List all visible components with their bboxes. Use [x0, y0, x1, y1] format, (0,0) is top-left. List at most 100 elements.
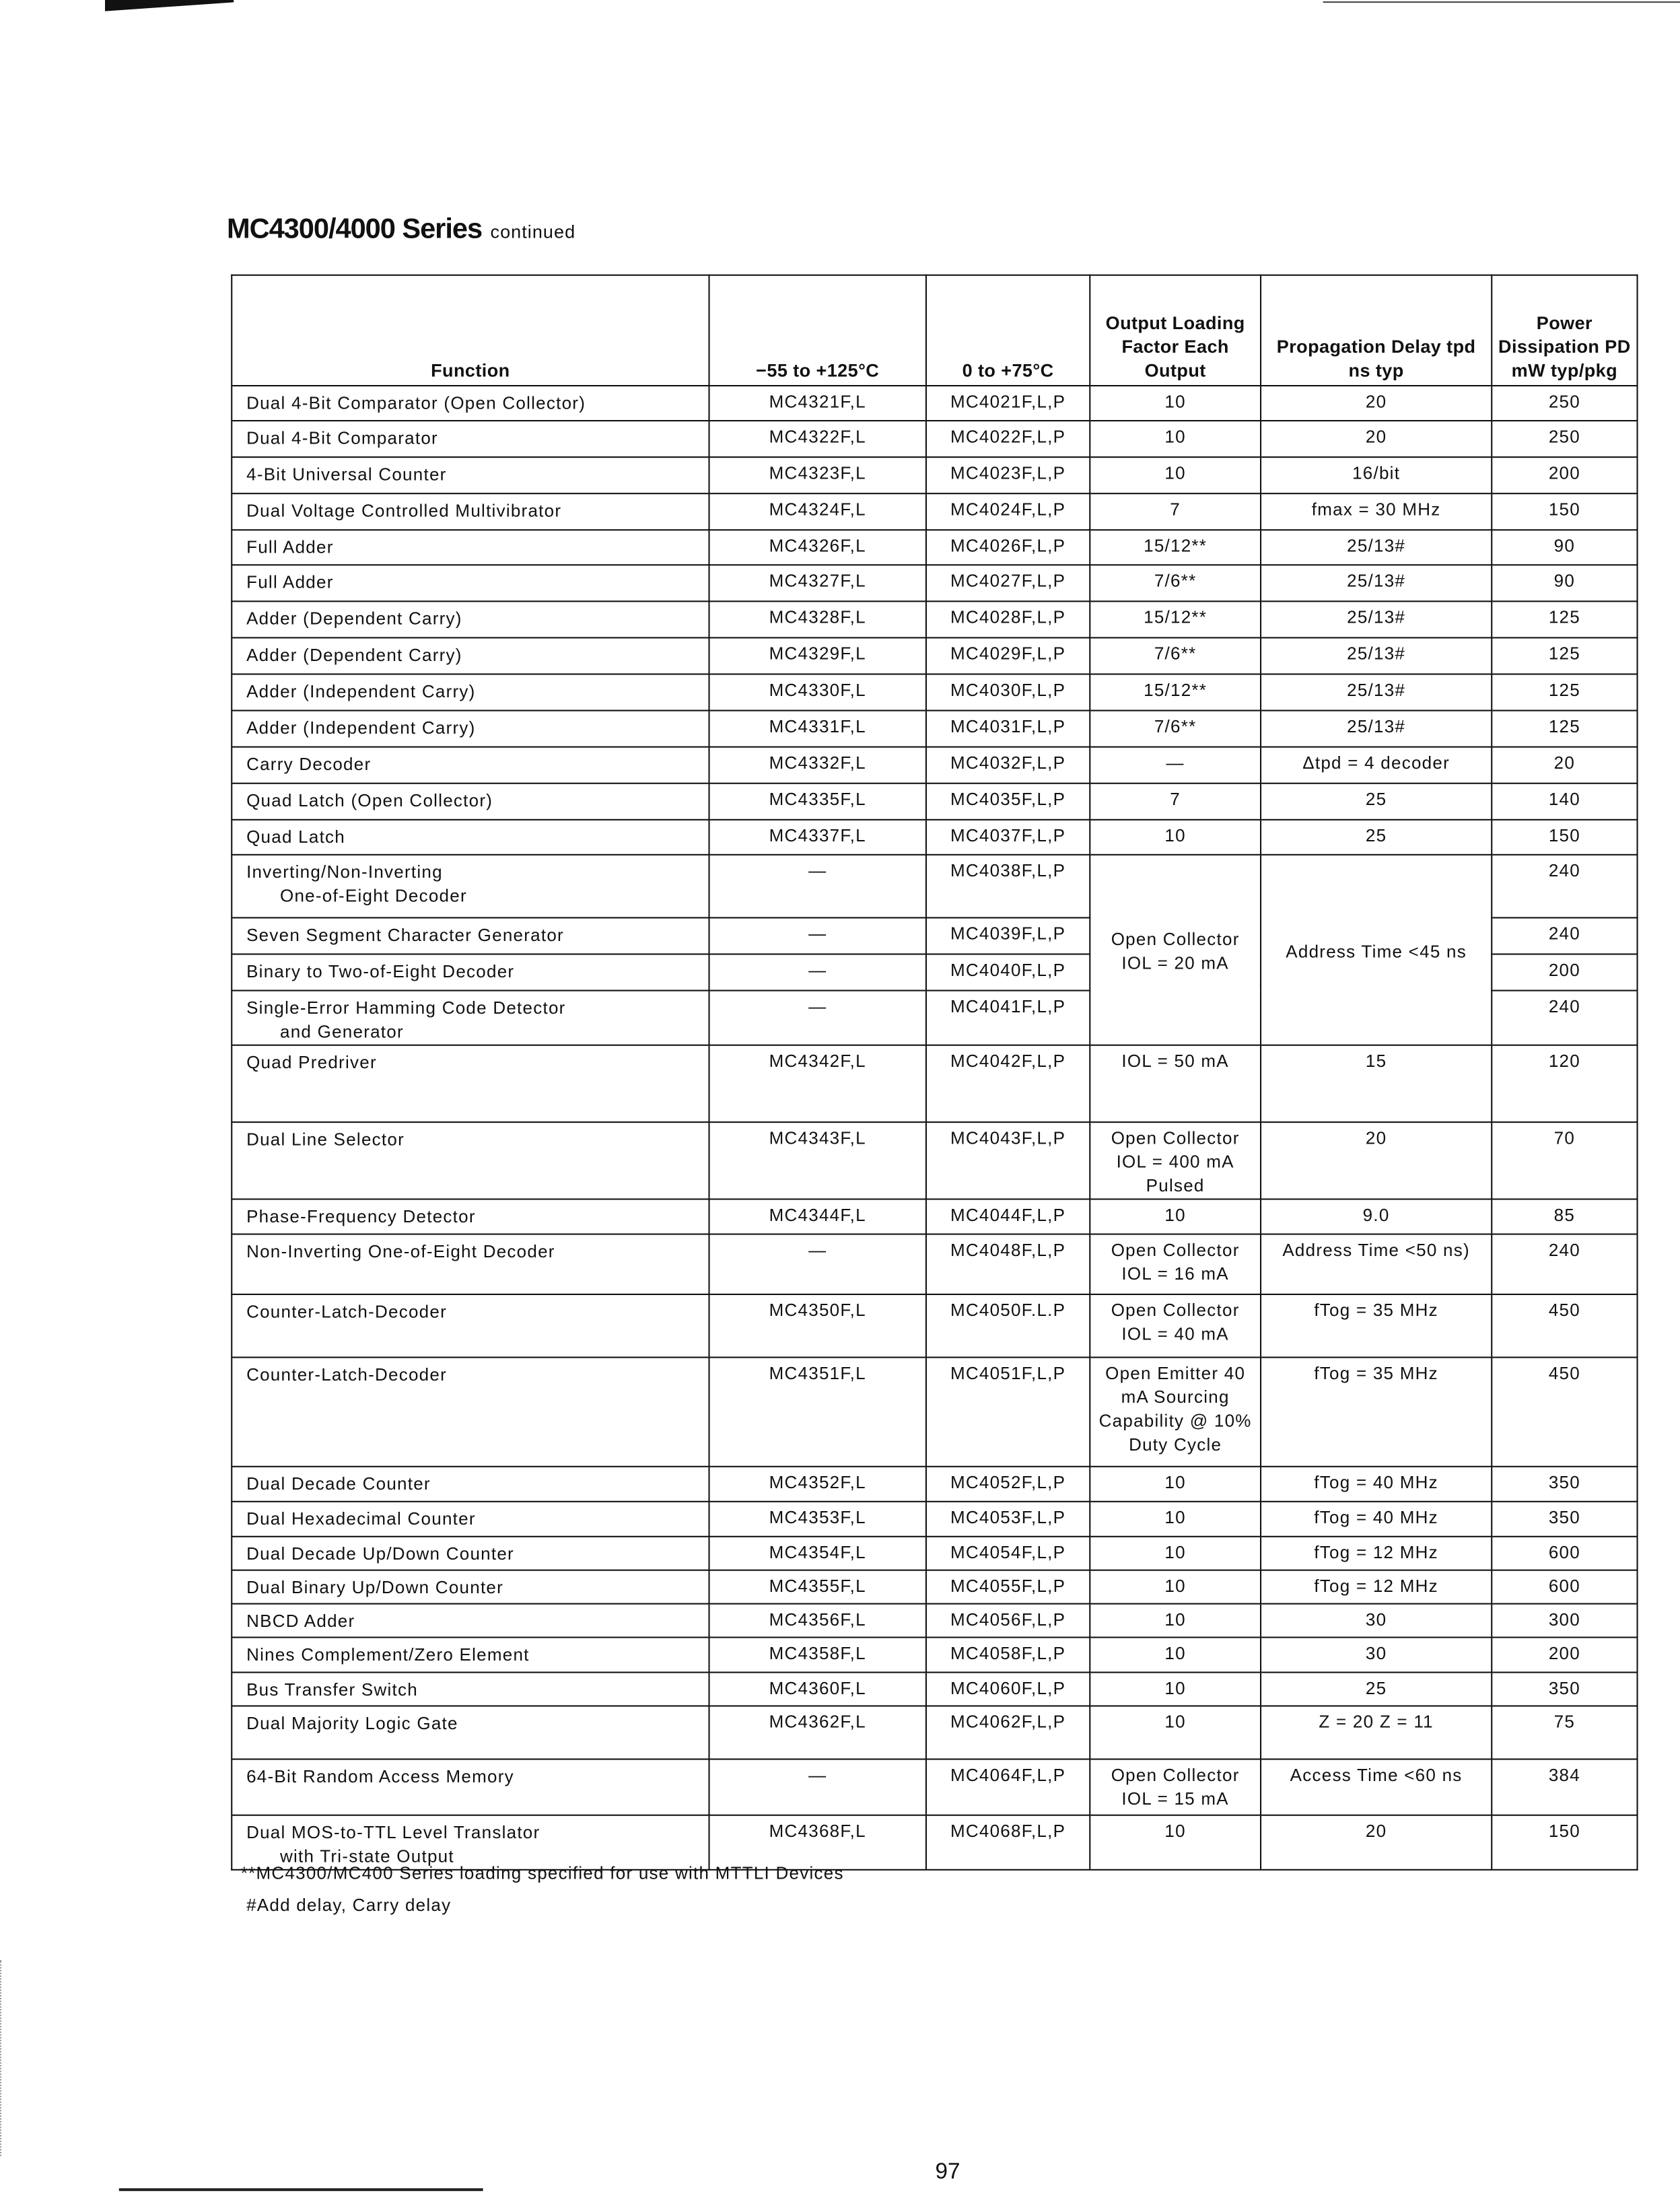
mil-part-cell: MC4358F,L	[708, 1636, 927, 1673]
com-part-cell: MC4039F,L,P	[925, 917, 1091, 955]
propagation-delay-cell: Δtpd = 4 decoder	[1259, 746, 1493, 784]
propagation-delay-cell: 30	[1259, 1636, 1493, 1673]
propagation-delay-cell: Z = 20 Z = 11	[1259, 1705, 1493, 1760]
com-part-cell: MC4041F,L,P	[925, 989, 1091, 1046]
com-part-cell: MC4031F,L,P	[925, 709, 1091, 748]
propagation-delay-cell: 25	[1259, 818, 1493, 856]
table-row: Dual MOS-to-TTL Level Translator with Tri…	[231, 1814, 1638, 1871]
divider	[118, 2188, 483, 2192]
power-dissipation-cell: 200	[1491, 1636, 1638, 1673]
com-part-cell: MC4042F,L,P	[925, 1044, 1091, 1123]
output-loading-cell: Open Collector IOL = 16 mA	[1089, 1233, 1262, 1295]
power-dissipation-cell: 150	[1491, 493, 1638, 531]
mil-part-cell: MC4337F,L	[708, 818, 927, 856]
header-com-temp: 0 to +75°C	[925, 274, 1091, 387]
table-row: Counter-Latch-Decoder MC4351F,L MC4051F,L,…	[231, 1356, 1638, 1467]
com-part-cell: MC4055F,L,P	[925, 1569, 1091, 1605]
power-dissipation-cell: 350	[1491, 1465, 1638, 1502]
propagation-delay-cell: 25	[1259, 782, 1493, 821]
propagation-delay-cell: Access Time <60 ns	[1259, 1758, 1493, 1816]
power-dissipation-cell: 20	[1491, 746, 1638, 784]
function-cell: Dual 4-Bit Comparator	[231, 419, 710, 458]
mil-part-cell: MC4355F,L	[708, 1569, 927, 1605]
header-function: Function	[231, 274, 710, 387]
power-dissipation-cell: 125	[1491, 673, 1638, 711]
mil-part-cell: MC4354F,L	[708, 1535, 927, 1571]
table-row: Dual Line Selector MC4343F,L MC4043F,L,P Op…	[231, 1121, 1638, 1200]
mil-part-cell: MC4329F,L	[708, 637, 927, 675]
power-dissipation-cell: 90	[1491, 564, 1638, 602]
com-part-cell: MC4021F,L,P	[925, 384, 1091, 422]
power-dissipation-cell: 70	[1491, 1121, 1638, 1200]
table-row: Adder (Independent Carry) MC4331F,L MC4031…	[231, 709, 1638, 748]
function-cell: Single-Error Hamming Code Detector and Ge…	[231, 989, 710, 1046]
output-loading-cell: 7/6**	[1089, 709, 1262, 748]
mil-part-cell: MC4330F,L	[708, 673, 927, 711]
propagation-delay-cell: fTog = 40 MHz	[1259, 1465, 1493, 1502]
output-loading-cell: 7	[1089, 493, 1262, 531]
com-part-cell: MC4037F,L,P	[925, 818, 1091, 856]
mil-part-cell: —	[708, 1758, 927, 1816]
table-row: Counter-Latch-Decoder MC4350F,L MC4050F.L.…	[231, 1293, 1638, 1358]
title-suffix: continued	[490, 221, 576, 242]
page-number: 97	[935, 2160, 960, 2184]
table-row: Quad Latch MC4337F,L MC4037F,L,P 10 25 150	[231, 818, 1638, 856]
mil-part-cell: MC4326F,L	[708, 529, 927, 566]
table-row: Dual Decade Up/Down Counter MC4354F,L MC40…	[231, 1535, 1638, 1571]
output-loading-cell: 7/6**	[1089, 637, 1262, 675]
function-cell: Bus Transfer Switch	[231, 1671, 710, 1707]
function-text-continued: and Generator	[280, 1022, 404, 1042]
propagation-delay-cell: 20	[1259, 419, 1493, 458]
table-row: Dual Voltage Controlled Multivibrator MC4…	[231, 493, 1638, 531]
propagation-delay-cell: Address Time <50 ns)	[1259, 1233, 1493, 1295]
mil-part-cell: MC4353F,L	[708, 1500, 927, 1537]
function-text-continued: with Tri-state Output	[280, 1846, 454, 1867]
function-text-continued: One-of-Eight Decoder	[280, 886, 467, 906]
propagation-delay-cell: 25/13#	[1259, 637, 1493, 675]
power-dissipation-cell: 90	[1491, 529, 1638, 566]
table-row: Dual Majority Logic Gate MC4362F,L MC4062F…	[231, 1705, 1638, 1760]
propagation-delay-cell: 16/bit	[1259, 456, 1493, 495]
function-cell: Dual Line Selector	[231, 1121, 710, 1200]
com-part-cell: MC4068F,L,P	[925, 1814, 1091, 1871]
power-dissipation-cell: 200	[1491, 953, 1638, 991]
table-row: Dual 4-Bit Comparator (Open Collector) MC…	[231, 384, 1638, 422]
table-row: Phase-Frequency Detector MC4344F,L MC4044F…	[231, 1198, 1638, 1235]
mil-part-cell: —	[708, 853, 927, 919]
table-row: Inverting/Non-Inverting One-of-Eight Deco…	[231, 853, 1638, 1046]
output-loading-cell: 10	[1089, 456, 1262, 495]
output-loading-cell: IOL = 50 mA	[1089, 1044, 1262, 1123]
mil-part-cell: MC4332F,L	[708, 746, 927, 784]
table-row: 4-Bit Universal Counter MC4323F,L MC4023F,…	[231, 456, 1638, 495]
table-row: Dual Decade Counter MC4352F,L MC4052F,L,P 1…	[231, 1465, 1638, 1502]
table-row: Non-Inverting One-of-Eight Decoder — MC404…	[231, 1233, 1638, 1295]
com-part-cell: MC4038F,L,P	[925, 853, 1091, 919]
mil-part-cell: MC4362F,L	[708, 1705, 927, 1760]
title-text: MC4300/4000 Series	[226, 214, 483, 245]
table-header-row: Function −55 to +125°C 0 to +75°C Output…	[231, 274, 1638, 387]
function-cell: Dual Decade Up/Down Counter	[231, 1535, 710, 1571]
function-cell: Phase-Frequency Detector	[231, 1198, 710, 1235]
power-dissipation-cell: 384	[1491, 1758, 1638, 1816]
power-dissipation-cell: 450	[1491, 1356, 1638, 1467]
com-part-cell: MC4032F,L,P	[925, 746, 1091, 784]
function-cell: Dual Voltage Controlled Multivibrator	[231, 493, 710, 531]
function-cell: Dual Majority Logic Gate	[231, 1705, 710, 1760]
table-row: 64-Bit Random Access Memory — MC4064F,L,P O…	[231, 1758, 1638, 1816]
scan-artifact	[105, 0, 234, 11]
com-part-cell: MC4051F,L,P	[925, 1356, 1091, 1467]
output-loading-cell: 7/6**	[1089, 564, 1262, 602]
power-dissipation-cell: 150	[1491, 818, 1638, 856]
com-part-cell: MC4030F,L,P	[925, 673, 1091, 711]
table-row: Nines Complement/Zero Element MC4358F,L MC…	[231, 1636, 1638, 1673]
output-loading-cell: 10	[1089, 1500, 1262, 1537]
propagation-delay-cell: fTog = 12 MHz	[1259, 1535, 1493, 1571]
function-cell: Dual 4-Bit Comparator (Open Collector)	[231, 384, 710, 422]
com-part-cell: MC4060F,L,P	[925, 1671, 1091, 1707]
power-dissipation-cell: 600	[1491, 1535, 1638, 1571]
propagation-delay-cell: 25/13#	[1259, 564, 1493, 602]
power-dissipation-cell: 85	[1491, 1198, 1638, 1235]
page-title: MC4300/4000 Series continued	[227, 214, 575, 246]
com-part-cell: MC4027F,L,P	[925, 564, 1091, 602]
table-row: Dual Binary Up/Down Counter MC4355F,L MC40…	[231, 1569, 1638, 1605]
